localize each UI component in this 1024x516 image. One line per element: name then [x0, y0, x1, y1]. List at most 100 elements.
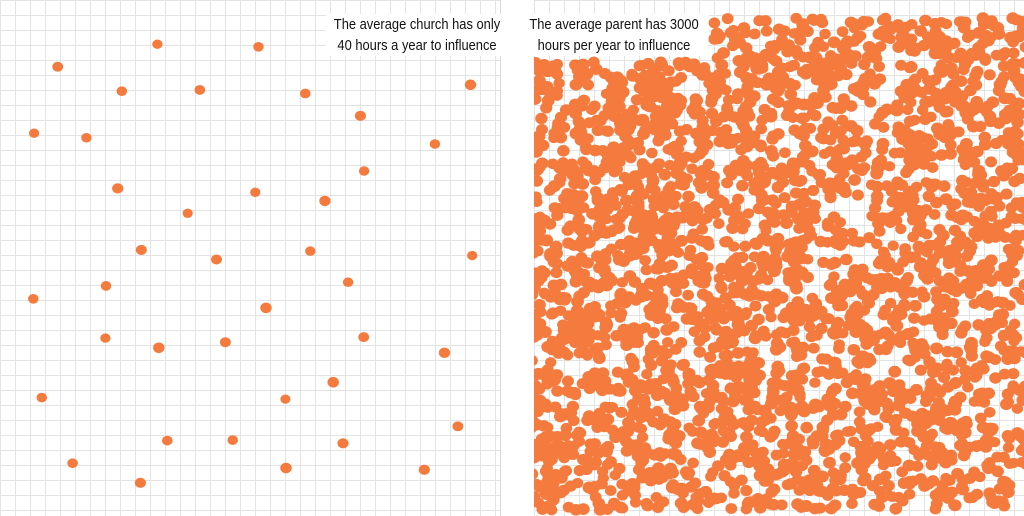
- hour-dot: [968, 215, 981, 227]
- hour-dot: [614, 501, 628, 514]
- hour-dot: [806, 13, 819, 25]
- hour-dot: [815, 177, 828, 188]
- hour-dot: [814, 502, 827, 514]
- hour-dot: [566, 400, 580, 413]
- hour-dot: [736, 417, 750, 429]
- hour-dot: [598, 263, 611, 276]
- hour-dot: [557, 144, 570, 157]
- hour-dot: [534, 355, 538, 366]
- hour-dot: [805, 331, 818, 343]
- hour-dot: [690, 94, 704, 107]
- hour-dot: [917, 429, 929, 440]
- hour-dot: [882, 479, 895, 492]
- hour-dot: [964, 441, 976, 453]
- hour-dot: [100, 333, 111, 343]
- hour-dot: [979, 336, 991, 347]
- hour-dot: [769, 468, 783, 481]
- hour-dot: [319, 195, 331, 207]
- hour-dot: [1020, 21, 1024, 32]
- hour-dot: [917, 290, 931, 303]
- hour-dot: [895, 223, 907, 235]
- hour-dot: [757, 325, 770, 337]
- parent-caption: The average parent has 3000 hours per ye…: [519, 14, 709, 56]
- hour-dot: [640, 264, 653, 276]
- hour-dot: [846, 136, 859, 148]
- hour-dot: [871, 441, 885, 453]
- hour-dot: [227, 435, 238, 445]
- hour-dot: [583, 276, 596, 288]
- hour-dot: [588, 229, 602, 242]
- hour-dot: [840, 253, 853, 266]
- hour-dot: [660, 365, 672, 376]
- hour-dot: [956, 209, 970, 221]
- hour-dot: [662, 211, 675, 223]
- hour-dot: [662, 337, 674, 348]
- hour-dot: [1010, 235, 1022, 247]
- hour-dot: [679, 466, 693, 478]
- hour-dot: [702, 375, 714, 386]
- hour-dot: [541, 500, 553, 512]
- hour-dot: [625, 352, 637, 364]
- hour-dot: [567, 189, 581, 202]
- hour-dot: [872, 217, 885, 230]
- hour-dot: [604, 485, 617, 496]
- hour-dot: [536, 265, 548, 277]
- hour-dot: [1006, 58, 1020, 70]
- hour-dot: [769, 209, 782, 221]
- hour-dot: [783, 272, 796, 284]
- hour-dot: [798, 206, 810, 218]
- hour-dot: [787, 324, 800, 337]
- hour-dot: [929, 43, 943, 55]
- hour-dot: [687, 457, 699, 469]
- hour-dot: [731, 318, 745, 331]
- hour-dot: [823, 394, 837, 407]
- hour-dot: [573, 465, 586, 477]
- hour-dot: [959, 16, 972, 28]
- hour-dot: [622, 124, 635, 136]
- hour-dot: [930, 305, 943, 317]
- hour-dot: [997, 60, 1010, 72]
- hour-dot: [260, 302, 272, 314]
- hour-dot: [767, 130, 779, 141]
- hour-dot: [794, 392, 806, 403]
- hour-dot: [670, 167, 684, 180]
- hour-dot: [683, 249, 696, 261]
- hour-dot: [622, 135, 636, 148]
- hour-dot: [723, 414, 737, 427]
- hour-dot: [534, 468, 539, 480]
- hour-dot: [768, 483, 781, 495]
- hour-dot: [701, 139, 714, 151]
- hour-dot: [194, 84, 206, 95]
- hour-dot: [668, 105, 682, 118]
- hour-dot: [941, 423, 954, 435]
- hour-dot: [592, 352, 606, 365]
- parent-caption-line-1: The average parent has 3000: [529, 16, 699, 33]
- hour-dot: [605, 307, 617, 319]
- hour-dot: [749, 288, 762, 300]
- hour-dot: [983, 299, 996, 311]
- hour-dot: [964, 288, 977, 300]
- hour-dot: [860, 135, 873, 147]
- hour-dot: [694, 168, 707, 180]
- hour-dot: [299, 88, 311, 99]
- hour-dot: [615, 307, 628, 319]
- hour-dot: [767, 265, 781, 278]
- hour-dot: [712, 460, 724, 471]
- hour-dot: [853, 406, 866, 418]
- hour-dot: [534, 234, 541, 246]
- hour-dot: [786, 337, 798, 348]
- hour-dot: [713, 218, 725, 229]
- hour-dot: [622, 426, 635, 438]
- hour-dot: [884, 439, 897, 451]
- hour-dot: [724, 368, 737, 380]
- hour-dot: [695, 251, 709, 264]
- hour-dot: [928, 209, 941, 220]
- hour-dot: [960, 187, 973, 198]
- hour-dot: [1018, 213, 1024, 225]
- hour-dot: [873, 500, 885, 512]
- hour-dot: [704, 351, 717, 363]
- hour-dot: [828, 328, 841, 340]
- hour-dot: [750, 238, 763, 250]
- hour-dot: [572, 213, 586, 226]
- hour-dot: [845, 58, 858, 69]
